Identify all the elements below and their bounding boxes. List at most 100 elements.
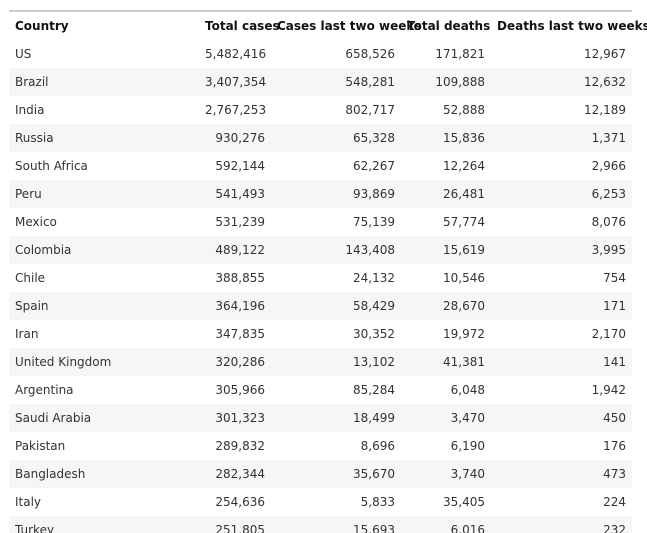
cell-cases-last-two-weeks: 85,284 (271, 376, 401, 404)
cell-country: Colombia (9, 236, 199, 264)
cell-country: India (9, 96, 199, 124)
table-row: Chile 388,855 24,132 10,546 754 (9, 264, 632, 292)
cell-total-cases: 305,966 (199, 376, 271, 404)
cell-deaths-last-two-weeks: 8,076 (491, 208, 632, 236)
table-row: Colombia 489,122 143,408 15,619 3,995 (9, 236, 632, 264)
table-row: Turkey 251,805 15,693 6,016 232 (9, 516, 632, 533)
table-row: Brazil 3,407,354 548,281 109,888 12,632 (9, 68, 632, 96)
header-country[interactable]: Country (15, 19, 69, 33)
cell-total-cases: 251,805 (199, 516, 271, 533)
cell-cases-last-two-weeks: 65,328 (271, 124, 401, 152)
cell-deaths-last-two-weeks: 450 (491, 404, 632, 432)
table-row: Spain 364,196 58,429 28,670 171 (9, 292, 632, 320)
covid-cases-table: Country Total cases Cases last two weeks… (9, 12, 647, 533)
cell-total-deaths: 3,470 (401, 404, 491, 432)
cell-deaths-last-two-weeks: 473 (491, 460, 632, 488)
cell-total-cases: 289,832 (199, 432, 271, 460)
cell-cases-last-two-weeks: 5,833 (271, 488, 401, 516)
cell-country: Bangladesh (9, 460, 199, 488)
table-row: Saudi Arabia 301,323 18,499 3,470 450 (9, 404, 632, 432)
cell-country: Saudi Arabia (9, 404, 199, 432)
cell-country: Chile (9, 264, 199, 292)
cell-total-deaths: 109,888 (401, 68, 491, 96)
table-row: Russia 930,276 65,328 15,836 1,371 (9, 124, 632, 152)
header-cases-last-two-weeks[interactable]: Cases last two weeks (277, 19, 422, 33)
cell-total-deaths: 35,405 (401, 488, 491, 516)
cell-country: United Kingdom (9, 348, 199, 376)
table-row: United Kingdom 320,286 13,102 41,381 141 (9, 348, 632, 376)
cell-total-deaths: 171,821 (401, 40, 491, 68)
header-total-deaths[interactable]: Total deaths (407, 19, 491, 33)
cell-cases-last-two-weeks: 143,408 (271, 236, 401, 264)
cell-cases-last-two-weeks: 75,139 (271, 208, 401, 236)
cell-total-cases: 3,407,354 (199, 68, 271, 96)
cell-cases-last-two-weeks: 8,696 (271, 432, 401, 460)
cell-deaths-last-two-weeks: 3,995 (491, 236, 632, 264)
cell-total-deaths: 6,016 (401, 516, 491, 533)
cell-total-cases: 489,122 (199, 236, 271, 264)
cell-total-cases: 531,239 (199, 208, 271, 236)
cell-cases-last-two-weeks: 93,869 (271, 180, 401, 208)
cell-cases-last-two-weeks: 62,267 (271, 152, 401, 180)
cell-total-cases: 388,855 (199, 264, 271, 292)
cell-total-cases: 930,276 (199, 124, 271, 152)
cell-deaths-last-two-weeks: 1,371 (491, 124, 632, 152)
cell-total-cases: 541,493 (199, 180, 271, 208)
cell-deaths-last-two-weeks: 141 (491, 348, 632, 376)
cell-deaths-last-two-weeks: 171 (491, 292, 632, 320)
cell-country: Brazil (9, 68, 199, 96)
cell-total-deaths: 3,740 (401, 460, 491, 488)
cell-cases-last-two-weeks: 24,132 (271, 264, 401, 292)
cell-deaths-last-two-weeks: 1,942 (491, 376, 632, 404)
cell-total-cases: 347,835 (199, 320, 271, 348)
cell-deaths-last-two-weeks: 232 (491, 516, 632, 533)
cell-total-deaths: 15,836 (401, 124, 491, 152)
cell-country: South Africa (9, 152, 199, 180)
cell-country: Mexico (9, 208, 199, 236)
cell-deaths-last-two-weeks: 2,170 (491, 320, 632, 348)
cell-cases-last-two-weeks: 13,102 (271, 348, 401, 376)
cell-total-cases: 2,767,253 (199, 96, 271, 124)
cell-total-cases: 301,323 (199, 404, 271, 432)
table-row: Pakistan 289,832 8,696 6,190 176 (9, 432, 632, 460)
header-total-cases[interactable]: Total cases (205, 19, 280, 33)
header-deaths-last-two-weeks[interactable]: Deaths last two weeks (497, 19, 647, 33)
cell-total-cases: 592,144 (199, 152, 271, 180)
table-body: US 5,482,416 658,526 171,821 12,967 Brazil 3,4… (9, 40, 632, 533)
table-header-row: Country Total cases Cases last two weeks… (9, 12, 647, 40)
cell-total-deaths: 6,048 (401, 376, 491, 404)
cell-cases-last-two-weeks: 35,670 (271, 460, 401, 488)
cell-total-cases: 5,482,416 (199, 40, 271, 68)
table-row: Bangladesh 282,344 35,670 3,740 473 (9, 460, 632, 488)
cell-total-deaths: 19,972 (401, 320, 491, 348)
table-row: US 5,482,416 658,526 171,821 12,967 (9, 40, 632, 68)
table-row: Italy 254,636 5,833 35,405 224 (9, 488, 632, 516)
cell-total-cases: 282,344 (199, 460, 271, 488)
table-row: Peru 541,493 93,869 26,481 6,253 (9, 180, 632, 208)
table-row: South Africa 592,144 62,267 12,264 2,966 (9, 152, 632, 180)
cell-deaths-last-two-weeks: 12,632 (491, 68, 632, 96)
cell-total-deaths: 41,381 (401, 348, 491, 376)
cell-deaths-last-two-weeks: 224 (491, 488, 632, 516)
cell-total-deaths: 10,546 (401, 264, 491, 292)
cell-deaths-last-two-weeks: 12,189 (491, 96, 632, 124)
cell-total-deaths: 12,264 (401, 152, 491, 180)
cell-deaths-last-two-weeks: 2,966 (491, 152, 632, 180)
cell-country: Turkey (9, 516, 199, 533)
cell-cases-last-two-weeks: 18,499 (271, 404, 401, 432)
cell-country: Iran (9, 320, 199, 348)
cell-total-deaths: 15,619 (401, 236, 491, 264)
cell-deaths-last-two-weeks: 12,967 (491, 40, 632, 68)
cell-country: Argentina (9, 376, 199, 404)
cell-deaths-last-two-weeks: 754 (491, 264, 632, 292)
cell-deaths-last-two-weeks: 176 (491, 432, 632, 460)
cell-cases-last-two-weeks: 658,526 (271, 40, 401, 68)
cell-total-deaths: 52,888 (401, 96, 491, 124)
table-row: India 2,767,253 802,717 52,888 12,189 (9, 96, 632, 124)
cell-country: Pakistan (9, 432, 199, 460)
cell-country: Spain (9, 292, 199, 320)
cell-total-cases: 320,286 (199, 348, 271, 376)
cell-cases-last-two-weeks: 802,717 (271, 96, 401, 124)
cell-deaths-last-two-weeks: 6,253 (491, 180, 632, 208)
